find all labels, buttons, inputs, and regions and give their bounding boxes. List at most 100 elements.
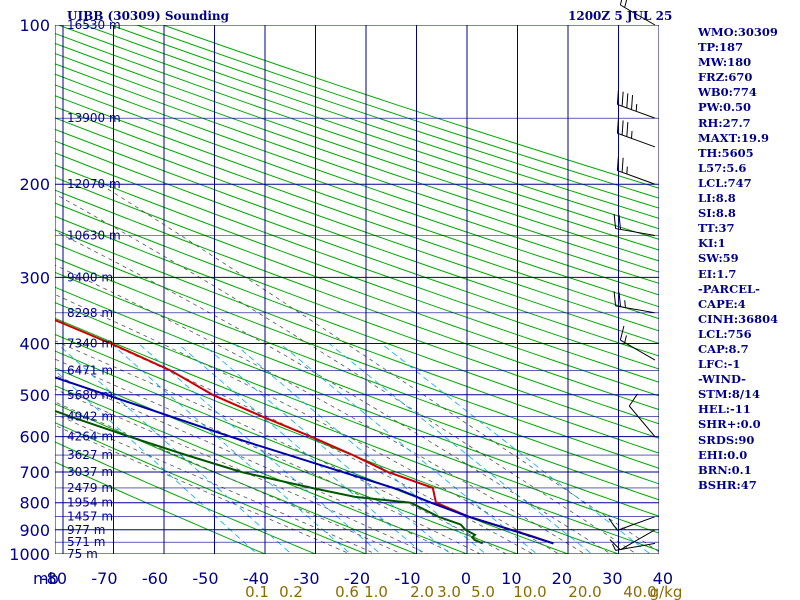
dry-adiabat — [55, 333, 620, 554]
temperature-tick-label: 40 — [653, 569, 673, 588]
wind-barbs — [608, 0, 656, 551]
wind-barb-half-flag — [624, 300, 626, 308]
index-item: CAPE:4 — [698, 296, 746, 311]
dry-adiabat — [55, 317, 659, 552]
height-label: 75 m — [67, 547, 98, 561]
dry-adiabat — [55, 215, 659, 439]
index-item: CAP:8.7 — [698, 341, 749, 356]
wind-barb-flag — [621, 157, 624, 173]
indices-panel: WMO:30309 TP:187 MW:180 FRZ:670 WB0:774 PW:0.… — [698, 25, 778, 493]
index-item: TP:187 — [698, 40, 744, 55]
index-item: TT:37 — [698, 221, 735, 236]
height-label: 7340 m — [67, 336, 113, 350]
wind-barb-staff — [615, 305, 656, 314]
height-label: 1954 m — [67, 496, 113, 510]
isobar-isotherm-grid — [55, 25, 659, 554]
wind-barb-staff — [617, 132, 656, 148]
index-item: STM:8/14 — [698, 387, 761, 402]
temperature-tick-label: -60 — [142, 569, 168, 588]
dry-adiabat — [55, 271, 659, 501]
x-axis-label: mb — [33, 569, 59, 588]
mixing-ratio-line — [201, 343, 452, 554]
pressure-label: 600 — [19, 428, 50, 447]
sounding-title: UIBB (30309) Sounding — [67, 9, 230, 23]
wind-barb-flag — [621, 91, 624, 107]
dry-adiabat — [55, 257, 659, 485]
index-item: TH:5605 — [698, 145, 754, 160]
index-item: HEL:-11 — [698, 402, 751, 417]
moist-adiabat — [55, 401, 403, 554]
height-label: 12070 m — [67, 177, 121, 191]
wind-barb-flag — [608, 518, 618, 531]
wind-barb-flag — [628, 393, 638, 407]
temperature-tick-label: 20 — [552, 569, 572, 588]
dry-adiabat — [55, 117, 659, 332]
dry-adiabat — [55, 106, 659, 320]
wind-barb — [613, 214, 656, 237]
dry-adiabat — [84, 25, 659, 219]
mixing-ratio-label: 0.6 — [335, 583, 359, 600]
wind-barb-staff — [617, 516, 656, 531]
index-item: SW:59 — [698, 251, 739, 266]
index-item: KI:1 — [698, 236, 726, 251]
wind-barb-flag — [626, 122, 629, 137]
wind-barb-staff — [620, 529, 656, 551]
dry-adiabat — [55, 202, 659, 425]
mixing-ratio-line — [233, 343, 487, 554]
wind-barb — [608, 516, 656, 531]
index-item: L57:5.6 — [698, 160, 747, 175]
wind-barb-half-flag — [611, 543, 617, 551]
index-item: LCL:756 — [698, 326, 752, 341]
moist-adiabat — [100, 183, 659, 553]
wind-barb-staff — [628, 405, 656, 437]
mixing-ratio-line — [381, 343, 651, 554]
dry-adiabat — [55, 461, 267, 554]
dry-adiabat — [55, 367, 519, 554]
temperature-tick-label: 10 — [501, 569, 521, 588]
index-item: -PARCEL- — [698, 281, 760, 296]
index-item: EI:1.7 — [698, 266, 737, 281]
mixing-ratio-label: 2.0 — [410, 583, 434, 600]
wind-barb-flag — [616, 89, 619, 105]
index-item: SI:8.8 — [698, 206, 736, 221]
dry-adiabat — [55, 403, 418, 554]
wind-barb — [611, 542, 656, 551]
height-label: 977 m — [67, 523, 105, 537]
wind-barb-flag — [619, 0, 623, 6]
mixing-ratio-line — [55, 369, 258, 554]
wind-barb-flag — [613, 291, 617, 306]
wind-barb-flag — [624, 0, 628, 8]
pressure-label: 900 — [19, 521, 50, 540]
wind-barb-flag — [619, 325, 625, 341]
mixing-ratio-lines — [55, 343, 651, 554]
moist-adiabat — [55, 264, 586, 554]
dry-adiabat — [55, 385, 469, 554]
index-item: BSHR:47 — [698, 477, 757, 492]
dry-adiabat — [55, 164, 659, 383]
moist-adiabat — [55, 230, 612, 554]
moist-adiabat — [55, 424, 352, 554]
mixing-ratio-label: 10.0 — [513, 583, 546, 600]
index-item: MW:180 — [698, 55, 752, 70]
index-item: MAXT:19.9 — [698, 130, 769, 145]
wind-barb-flag — [618, 292, 622, 307]
moist-adiabat — [55, 193, 638, 554]
dry-adiabat — [55, 176, 659, 397]
temperature-tick-label: 0 — [461, 569, 471, 588]
pressure-label: 500 — [19, 386, 50, 405]
dry-adiabat — [55, 189, 659, 411]
height-label: 10630 m — [67, 229, 121, 243]
index-item: SRDS:90 — [698, 432, 755, 447]
wind-barb — [619, 0, 656, 26]
wind-barb-flag — [626, 93, 629, 108]
dry-adiabat — [55, 52, 659, 262]
index-item: LI:8.8 — [698, 191, 736, 206]
temperature-tick-label: 30 — [602, 569, 622, 588]
pressure-label: 700 — [19, 463, 50, 482]
index-item: PW:0.50 — [698, 100, 752, 115]
mixing-ratio-line — [328, 343, 593, 554]
temperature-tick-label: -40 — [243, 569, 269, 588]
index-item: -WIND- — [698, 372, 746, 387]
wind-barb — [609, 529, 656, 551]
